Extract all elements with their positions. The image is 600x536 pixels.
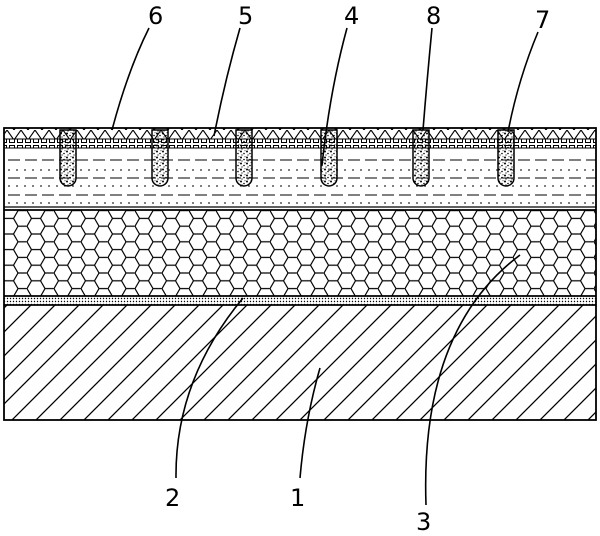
label-6: 6: [148, 2, 163, 30]
label-1: 1: [290, 484, 305, 512]
speckled-rod: [412, 129, 430, 187]
speckled-rods: [59, 129, 515, 187]
layer-1-hatched-substrate: [4, 305, 596, 420]
label-3: 3: [416, 508, 431, 536]
layer-6-zigzag-top: [4, 128, 596, 139]
label-2: 2: [165, 484, 180, 512]
leader-line-5: [213, 27, 241, 137]
leader-line-6: [111, 27, 150, 131]
leader-line-8: [422, 27, 433, 131]
label-4: 4: [344, 2, 359, 30]
structure-outline: [3, 127, 597, 421]
label-7: 7: [535, 6, 550, 34]
layer-5-square-chain: [4, 139, 596, 148]
speckled-rod: [235, 129, 253, 187]
label-8: 8: [426, 2, 441, 30]
leader-line-1: [299, 367, 321, 479]
layer-2-dotted-layer: [4, 296, 596, 305]
leader-line-4: [321, 27, 348, 166]
speckled-rod: [59, 129, 77, 187]
leader-line-7: [507, 31, 539, 133]
leader-line-3: [424, 254, 521, 506]
speckled-rod: [497, 129, 515, 187]
leader-line-2: [175, 297, 244, 479]
label-5: 5: [238, 2, 253, 30]
layer-3-hexagonal-layer: [4, 210, 596, 296]
speckled-rod: [151, 129, 169, 187]
